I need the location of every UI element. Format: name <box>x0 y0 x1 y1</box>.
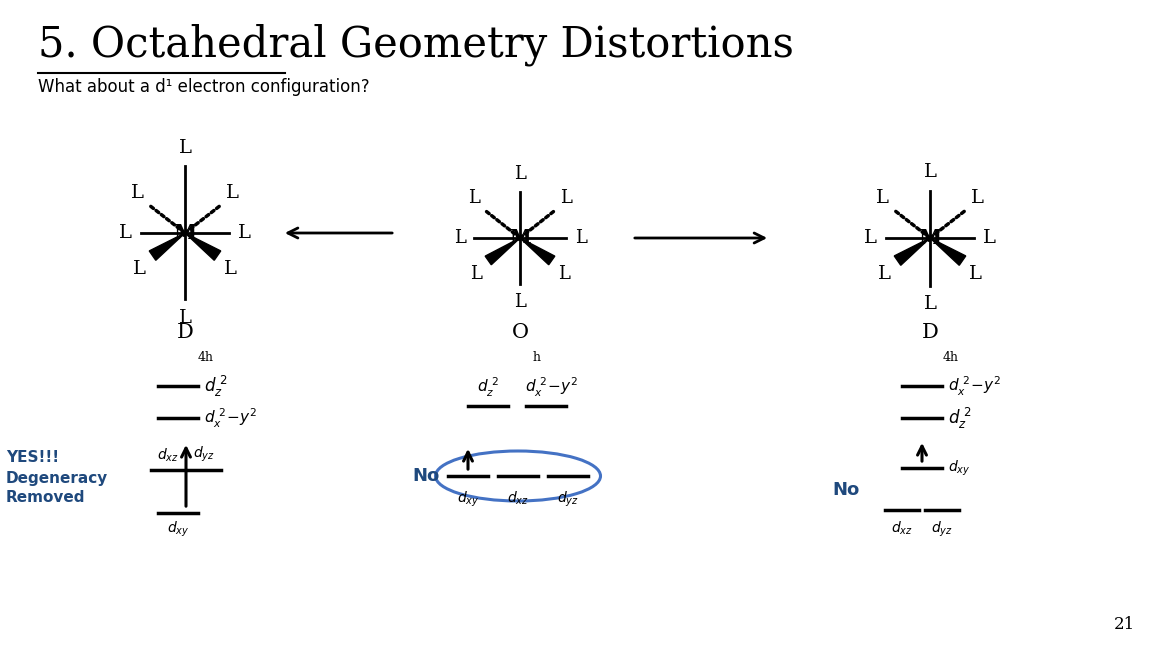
Text: L: L <box>470 265 482 283</box>
Text: L: L <box>225 260 237 279</box>
Text: $d_{yz}$: $d_{yz}$ <box>194 445 215 464</box>
Text: 5. Octahedral Geometry Distortions: 5. Octahedral Geometry Distortions <box>38 23 794 65</box>
Polygon shape <box>520 238 555 265</box>
Text: L: L <box>877 189 889 207</box>
Text: 4h: 4h <box>943 351 958 364</box>
Text: $d_z^{\ 2}$: $d_z^{\ 2}$ <box>948 406 972 430</box>
Text: M: M <box>509 229 531 247</box>
Text: M: M <box>174 223 197 243</box>
Text: $d_x^{\ 2}\!-\!y^2$: $d_x^{\ 2}\!-\!y^2$ <box>524 376 577 399</box>
Text: L: L <box>575 229 586 247</box>
Polygon shape <box>485 238 520 265</box>
Text: $d_{xy}$: $d_{xy}$ <box>457 490 479 509</box>
Text: $d_{xz}$: $d_{xz}$ <box>892 520 912 537</box>
Text: No: No <box>412 467 439 485</box>
Text: L: L <box>924 163 937 181</box>
Text: Degeneracy: Degeneracy <box>6 470 108 485</box>
Text: L: L <box>983 229 996 247</box>
Text: L: L <box>132 260 146 279</box>
Text: L: L <box>226 183 238 202</box>
Text: L: L <box>454 229 465 247</box>
Text: L: L <box>924 295 937 313</box>
Text: h: h <box>533 351 541 364</box>
Text: $d_x^{\ 2}\!-\!y^2$: $d_x^{\ 2}\!-\!y^2$ <box>204 406 257 430</box>
Text: L: L <box>131 183 144 202</box>
Polygon shape <box>150 233 185 260</box>
Polygon shape <box>894 238 930 265</box>
Text: 4h: 4h <box>198 351 214 364</box>
Polygon shape <box>930 238 965 265</box>
Text: $d_{yz}$: $d_{yz}$ <box>558 490 579 509</box>
Text: L: L <box>119 224 131 242</box>
Text: L: L <box>560 189 571 207</box>
Text: L: L <box>878 266 890 283</box>
Text: What about a d¹ electron configuration?: What about a d¹ electron configuration? <box>38 78 370 96</box>
Text: YES!!!: YES!!! <box>6 450 59 465</box>
Text: L: L <box>238 224 251 242</box>
Text: L: L <box>514 165 526 183</box>
Text: D: D <box>922 323 939 342</box>
Text: L: L <box>514 292 526 310</box>
Text: M: M <box>918 228 941 248</box>
Text: $d_{xz}$: $d_{xz}$ <box>507 490 529 507</box>
Text: 21: 21 <box>1114 616 1135 633</box>
Text: L: L <box>469 189 480 207</box>
Polygon shape <box>185 233 221 260</box>
Text: $d_{xy}$: $d_{xy}$ <box>948 458 970 478</box>
Text: L: L <box>179 139 191 157</box>
Text: $d_{yz}$: $d_{yz}$ <box>931 520 953 539</box>
Text: L: L <box>558 265 570 283</box>
Text: $d_{xz}$: $d_{xz}$ <box>157 446 179 464</box>
Text: Removed: Removed <box>6 491 85 505</box>
Text: No: No <box>832 481 859 499</box>
Text: $d_{xy}$: $d_{xy}$ <box>167 520 189 539</box>
Text: O: O <box>511 323 529 342</box>
Text: L: L <box>179 309 191 327</box>
Text: $d_z^{\ 2}$: $d_z^{\ 2}$ <box>204 373 228 399</box>
Text: $d_x^{\ 2}\!-\!y^2$: $d_x^{\ 2}\!-\!y^2$ <box>948 375 1001 398</box>
Text: L: L <box>864 229 877 247</box>
Text: L: L <box>969 266 983 283</box>
Text: L: L <box>971 189 984 207</box>
Text: D: D <box>176 323 194 342</box>
Text: $d_z^{\ 2}$: $d_z^{\ 2}$ <box>477 376 499 399</box>
